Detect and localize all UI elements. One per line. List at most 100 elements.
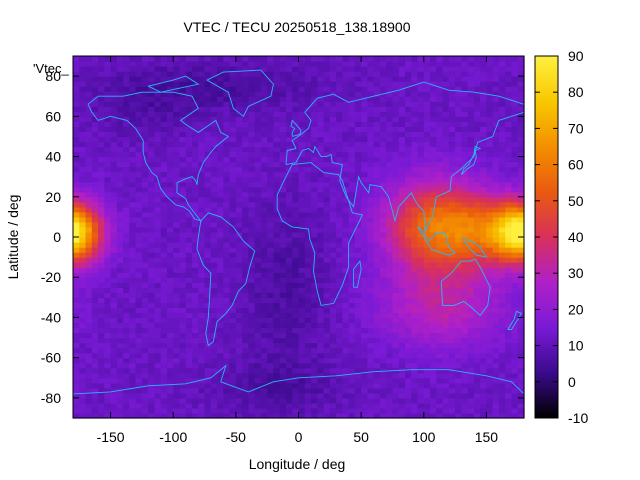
heatmap-cell <box>116 156 124 163</box>
heatmap-cell <box>404 242 412 248</box>
heatmap-cell <box>98 297 105 303</box>
heatmap-cell <box>505 111 513 117</box>
heatmap-cell <box>217 106 224 112</box>
heatmap-cell <box>411 121 419 127</box>
heatmap-cell <box>104 382 112 389</box>
heatmap-cell <box>267 302 275 308</box>
heatmap-cell <box>411 226 419 233</box>
heatmap-cell <box>511 332 519 339</box>
heatmap-cell <box>492 382 500 389</box>
heatmap-cell <box>73 126 80 133</box>
heatmap-cell <box>160 86 168 92</box>
heatmap-cell <box>79 101 87 107</box>
heatmap-cell <box>492 181 500 188</box>
heatmap-cell <box>248 297 256 303</box>
heatmap-cell <box>411 171 419 178</box>
heatmap-cell <box>473 267 481 273</box>
heatmap-cell <box>436 277 444 283</box>
heatmap-cell <box>192 121 199 127</box>
heatmap-cell <box>173 402 181 409</box>
heatmap-cell <box>492 397 500 404</box>
heatmap-cell <box>210 146 218 153</box>
heatmap-cell <box>223 307 231 314</box>
heatmap-cell <box>505 191 513 198</box>
heatmap-cell <box>73 267 80 273</box>
heatmap-cell <box>473 116 481 122</box>
heatmap-cell <box>135 91 143 97</box>
heatmap-cell <box>423 106 431 112</box>
heatmap-cell <box>104 412 112 419</box>
heatmap-cell <box>217 141 224 148</box>
heatmap-cell <box>448 181 456 188</box>
heatmap-cell <box>98 106 105 112</box>
heatmap-cell <box>166 387 174 394</box>
heatmap-cell <box>354 362 362 369</box>
heatmap-cell <box>373 272 381 278</box>
heatmap-cell <box>379 332 387 339</box>
heatmap-cell <box>455 307 462 314</box>
heatmap-cell <box>342 277 350 283</box>
heatmap-cell <box>104 362 112 369</box>
heatmap-cell <box>129 387 137 394</box>
heatmap-cell <box>511 166 519 173</box>
heatmap-cell <box>79 407 87 414</box>
heatmap-cell <box>448 166 456 173</box>
heatmap-cell <box>85 397 93 404</box>
heatmap-cell <box>273 136 281 143</box>
heatmap-cell <box>361 96 369 102</box>
heatmap-cell <box>367 332 375 339</box>
heatmap-cell <box>91 101 99 107</box>
heatmap-cell <box>79 267 87 273</box>
heatmap-cell <box>235 307 243 314</box>
heatmap-cell <box>392 267 400 273</box>
heatmap-cell <box>373 221 381 228</box>
heatmap-cell <box>104 282 112 288</box>
heatmap-cell <box>430 397 437 404</box>
heatmap-cell <box>229 96 237 102</box>
heatmap-cell <box>192 106 199 112</box>
heatmap-cell <box>141 307 149 314</box>
heatmap-cell <box>148 186 156 193</box>
heatmap-cell <box>317 101 325 107</box>
heatmap-cell <box>273 317 281 324</box>
heatmap-cell <box>448 407 456 414</box>
heatmap-cell <box>417 282 425 288</box>
heatmap-cell <box>104 277 112 283</box>
heatmap-cell <box>423 337 431 344</box>
heatmap-cell <box>436 176 444 183</box>
heatmap-cell <box>285 196 293 203</box>
heatmap-cell <box>148 91 156 97</box>
heatmap-cell <box>104 402 112 409</box>
heatmap-cell <box>498 252 506 258</box>
heatmap-cell <box>148 161 156 168</box>
heatmap-cell <box>116 247 124 253</box>
heatmap-cell <box>342 161 350 168</box>
heatmap-cell <box>392 211 400 218</box>
heatmap-cell <box>116 407 124 414</box>
heatmap-cell <box>141 201 149 208</box>
heatmap-cell <box>210 171 218 178</box>
heatmap-cell <box>498 161 506 168</box>
heatmap-cell <box>210 262 218 268</box>
heatmap-cell <box>116 297 124 303</box>
heatmap-cell <box>154 146 162 153</box>
heatmap-cell <box>392 262 400 268</box>
heatmap-cell <box>98 226 105 233</box>
heatmap-cell <box>198 367 206 374</box>
heatmap-cell <box>317 322 325 329</box>
heatmap-cell <box>285 312 293 319</box>
heatmap-cell <box>373 242 381 248</box>
heatmap-cell <box>392 71 400 77</box>
heatmap-cell <box>348 131 356 138</box>
heatmap-cell <box>461 206 469 213</box>
heatmap-cell <box>73 146 80 153</box>
heatmap-cell <box>85 171 93 178</box>
heatmap-cell <box>154 332 162 339</box>
heatmap-cell <box>135 372 143 379</box>
heatmap-cell <box>361 257 369 263</box>
heatmap-cell <box>311 111 318 117</box>
heatmap-cell <box>379 141 387 148</box>
heatmap-cell <box>91 71 99 77</box>
heatmap-cell <box>248 367 256 374</box>
heatmap-cell <box>185 282 193 288</box>
